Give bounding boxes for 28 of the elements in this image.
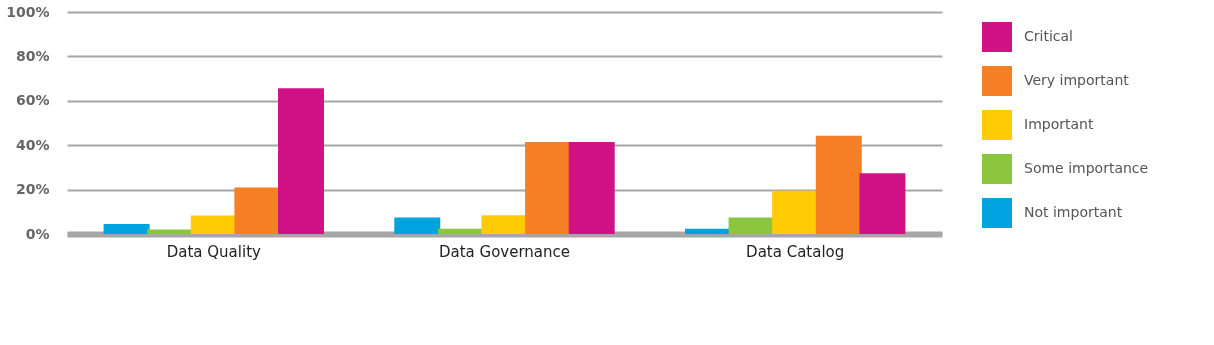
y-tick-label: 60%	[15, 92, 50, 109]
x-tick-label: Data Quality	[166, 242, 262, 261]
legend-label: Very important	[1024, 72, 1130, 88]
y-tick-label: 20%	[15, 181, 50, 198]
legend-label: Some importance	[1024, 160, 1149, 176]
y-tick-label: 100%	[6, 3, 50, 20]
bar	[728, 217, 775, 234]
bar	[190, 215, 237, 234]
bar	[859, 173, 906, 234]
legend-label: Critical	[1024, 28, 1073, 44]
y-tick-label: 40%	[15, 136, 50, 153]
x-tick-label: Data Governance	[438, 242, 571, 261]
bar	[234, 187, 281, 234]
y-tick-label: 0%	[25, 225, 50, 242]
bar	[772, 190, 819, 234]
legend-label: Not important	[1024, 204, 1123, 220]
legend-label: Important	[1024, 116, 1094, 132]
x-tick-label: Data Catalog	[746, 242, 845, 261]
bar	[481, 215, 528, 234]
bar	[394, 217, 441, 234]
bar	[684, 228, 731, 234]
bar	[278, 88, 325, 234]
y-tick-label: 80%	[15, 47, 50, 64]
bar	[815, 135, 862, 234]
bar	[103, 224, 150, 234]
bar	[525, 142, 572, 234]
bar	[437, 228, 484, 234]
bar	[568, 142, 615, 234]
